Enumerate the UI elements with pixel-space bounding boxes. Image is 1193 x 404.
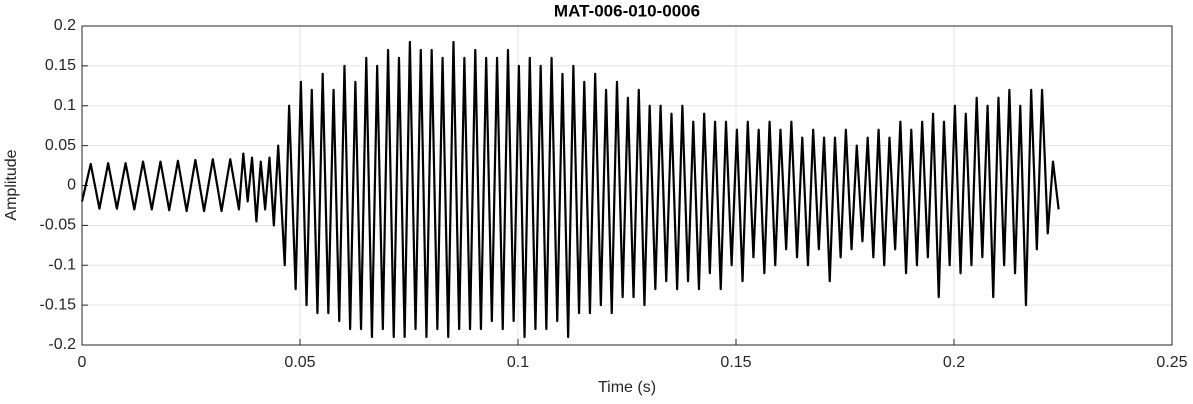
y-tick-label: -0.15 xyxy=(40,296,77,313)
x-tick-label: 0.1 xyxy=(507,354,529,371)
x-tick-label: 0.15 xyxy=(720,354,751,371)
y-axis-label: Amplitude xyxy=(3,149,20,220)
y-tick-label: 0 xyxy=(67,177,76,194)
y-tick-label: 0.1 xyxy=(54,97,76,114)
y-tick-label: 0.15 xyxy=(45,57,76,74)
y-tick-label: -0.2 xyxy=(48,336,76,353)
y-tick-label: -0.1 xyxy=(48,256,76,273)
x-tick-label: 0.25 xyxy=(1156,354,1187,371)
y-tick-label: 0.2 xyxy=(54,17,76,34)
y-tick-label: -0.05 xyxy=(40,217,77,234)
x-axis-label: Time (s) xyxy=(598,379,656,396)
x-tick-label: 0.05 xyxy=(284,354,315,371)
x-tick-label: 0 xyxy=(78,354,87,371)
waveform-line xyxy=(80,40,1060,339)
x-tick-label: 0.2 xyxy=(943,354,965,371)
y-tick-label: 0.05 xyxy=(45,137,76,154)
axes-box xyxy=(81,25,1173,346)
chart-title: MAT-006-010-0006 xyxy=(554,1,700,20)
